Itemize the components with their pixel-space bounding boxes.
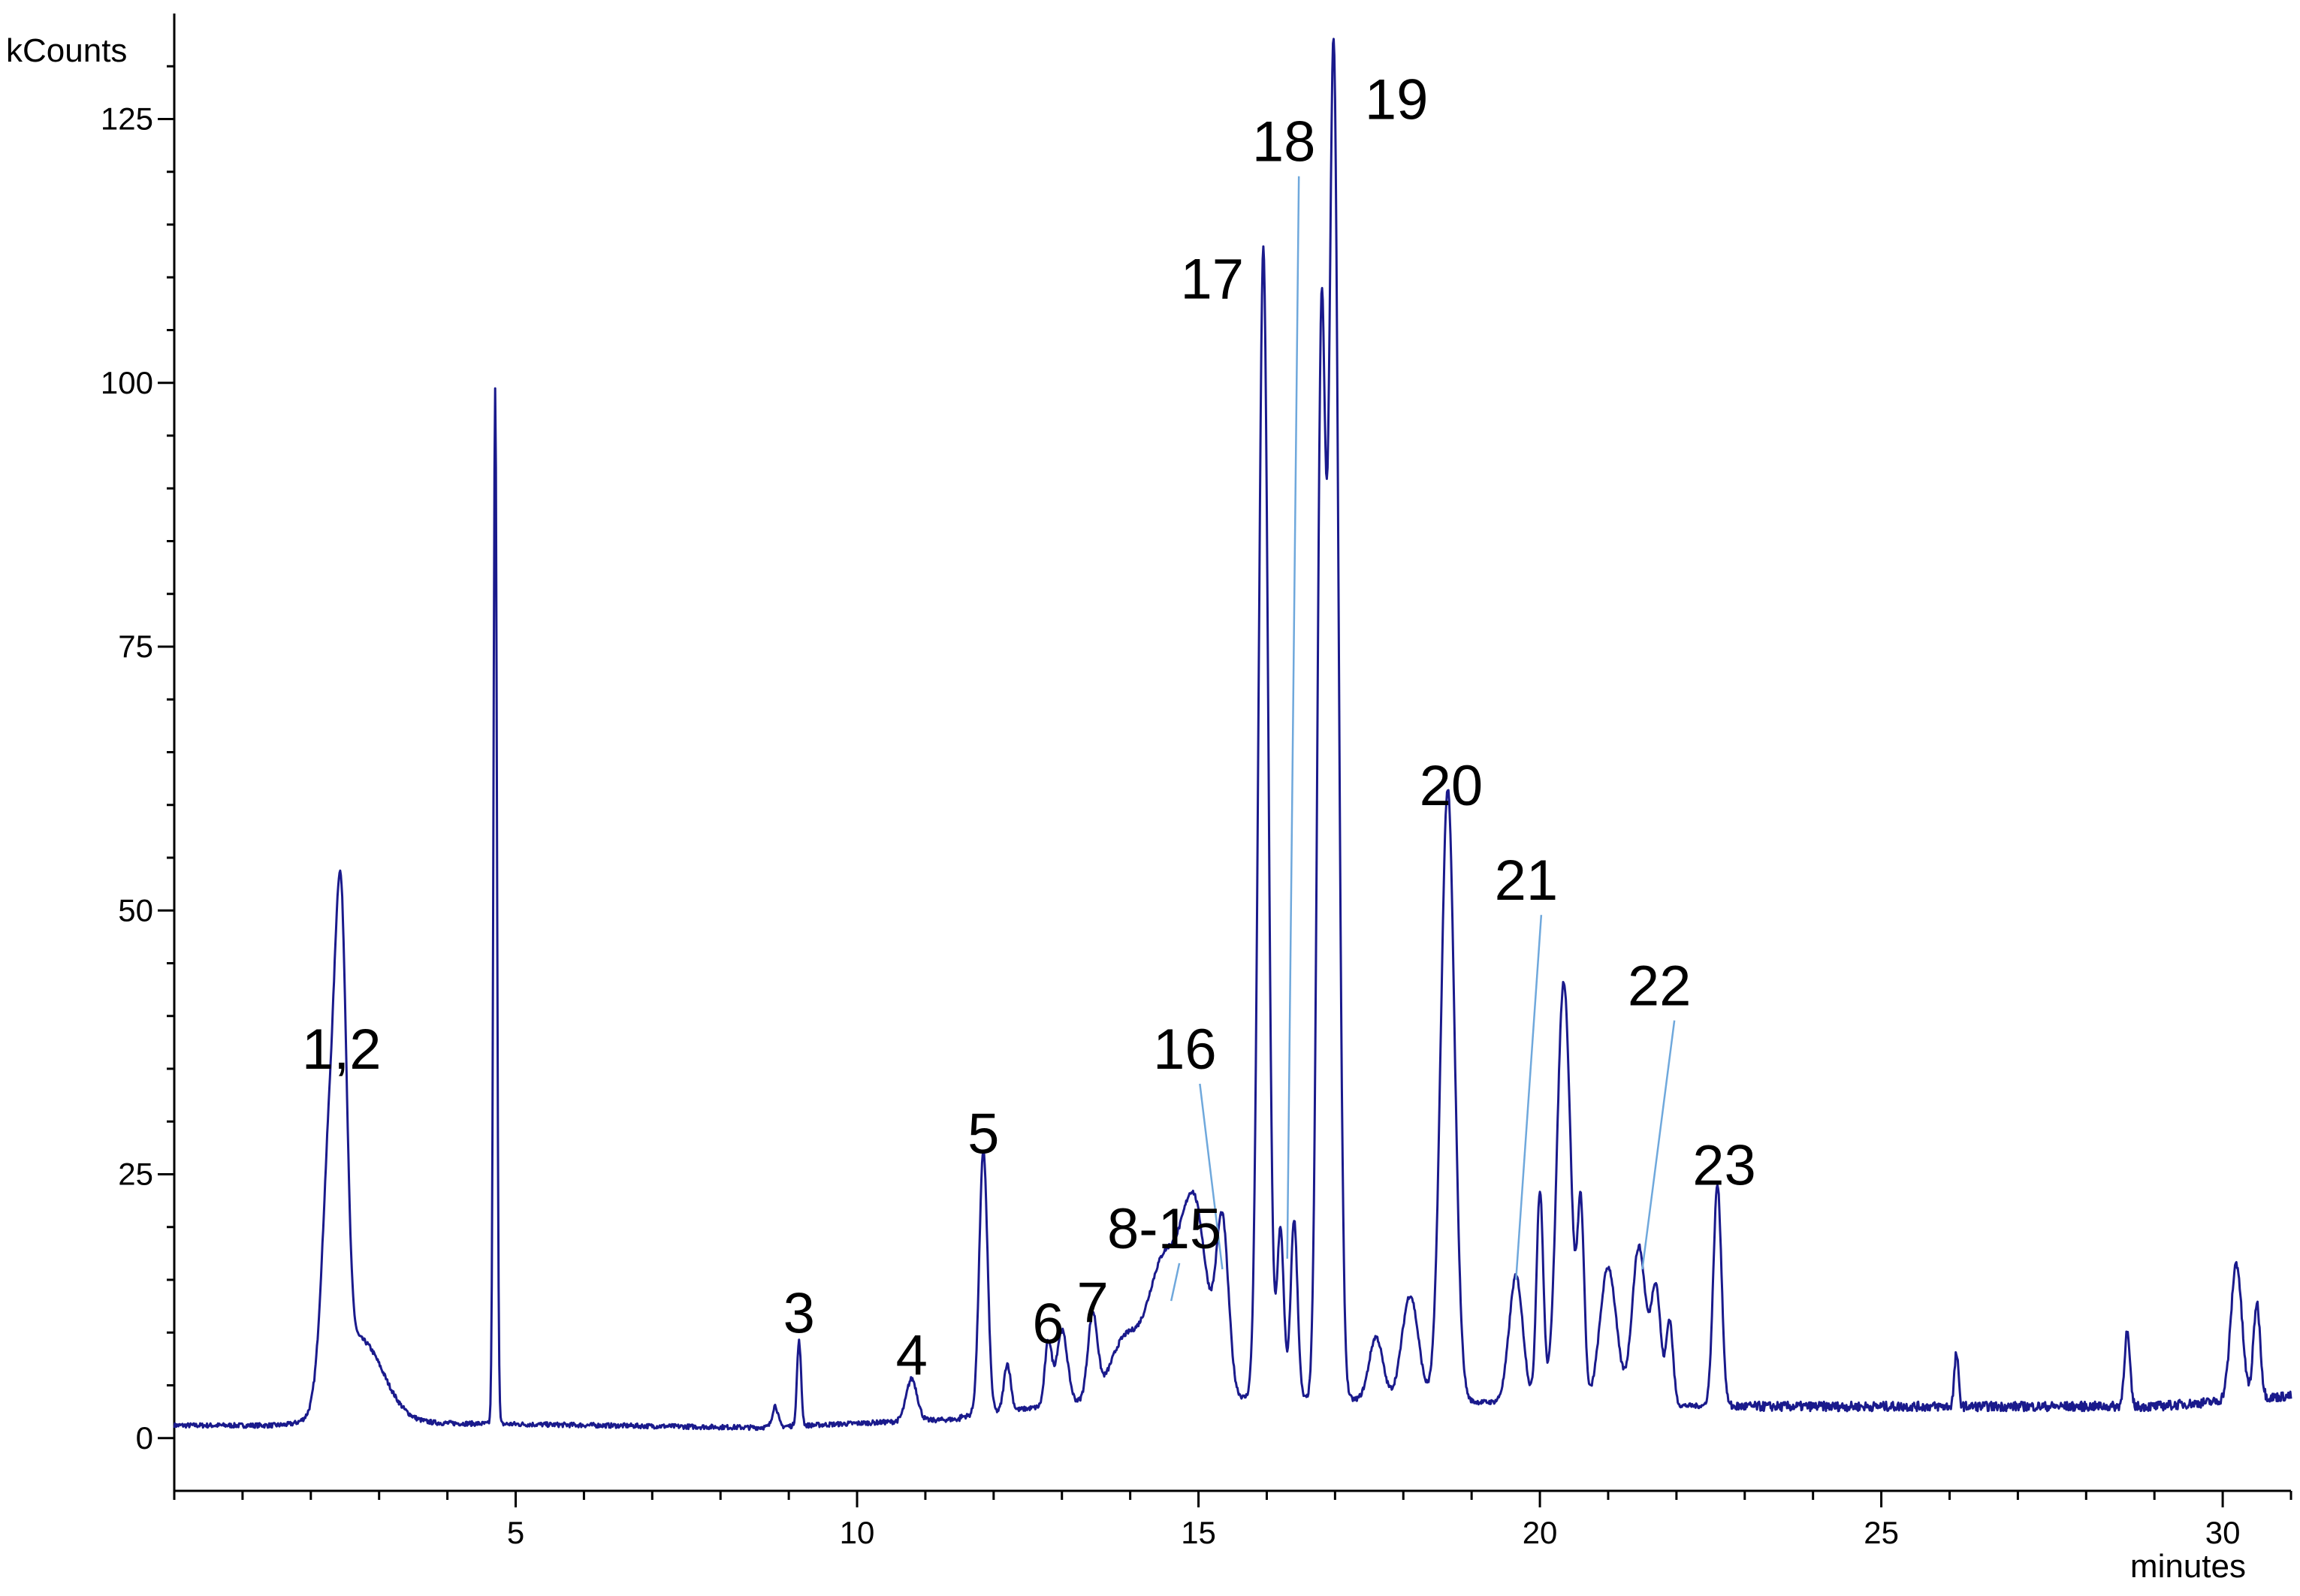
peak-label: 7 (1077, 1271, 1109, 1335)
peak-label: 8-15 (1107, 1197, 1221, 1261)
x-axis-label: minutes (2130, 1548, 2246, 1585)
annotation-leader-line (1286, 176, 1300, 1259)
x-tick-label: 20 (1523, 1515, 1558, 1550)
peak-label: 21 (1495, 849, 1559, 913)
peak-label: 4 (896, 1323, 928, 1387)
annotation-leader-line (1199, 1083, 1224, 1270)
x-tick-label: 30 (2205, 1515, 2241, 1550)
annotation-leader-line (1641, 1020, 1676, 1270)
x-tick-label: 15 (1181, 1515, 1216, 1550)
x-tick-label: 10 (840, 1515, 875, 1550)
peak-label: 22 (1628, 955, 1692, 1018)
peak-label: 17 (1180, 247, 1244, 311)
y-tick-label: 100 (101, 365, 153, 400)
y-tick-label: 25 (118, 1157, 153, 1192)
y-axis-label: kCounts (6, 32, 127, 69)
chromatogram-trace (173, 38, 2292, 1432)
plot-area: 0 25 50 75 100 125 5 10 15 20 25 30 1,2 3 4 5 6 7 8-15 16… (101, 14, 2292, 1550)
annotation-leader-line (1515, 915, 1543, 1281)
y-ticks: 0 25 50 75 100 125 (101, 65, 174, 1456)
x-tick-label: 25 (1864, 1515, 1899, 1550)
y-tick-label: 0 (136, 1420, 153, 1456)
peak-label: 18 (1252, 110, 1316, 174)
peak-label: 16 (1153, 1018, 1217, 1082)
y-tick-label: 75 (118, 629, 153, 664)
x-ticks: 5 10 15 20 25 30 (173, 1491, 2292, 1550)
y-tick-label: 125 (101, 101, 153, 137)
peak-label: 19 (1365, 68, 1429, 132)
peak-label: 6 (1032, 1292, 1064, 1356)
y-tick-label: 50 (118, 892, 153, 928)
peak-label: 3 (783, 1281, 815, 1345)
peak-label: 23 (1692, 1134, 1756, 1198)
peak-label: 1,2 (302, 1018, 382, 1082)
peak-label: 5 (967, 1102, 999, 1166)
x-tick-label: 5 (507, 1515, 524, 1550)
annotation-leaders (1170, 176, 1676, 1302)
annotation-leader-line (1170, 1263, 1181, 1302)
peak-label: 20 (1420, 754, 1484, 818)
